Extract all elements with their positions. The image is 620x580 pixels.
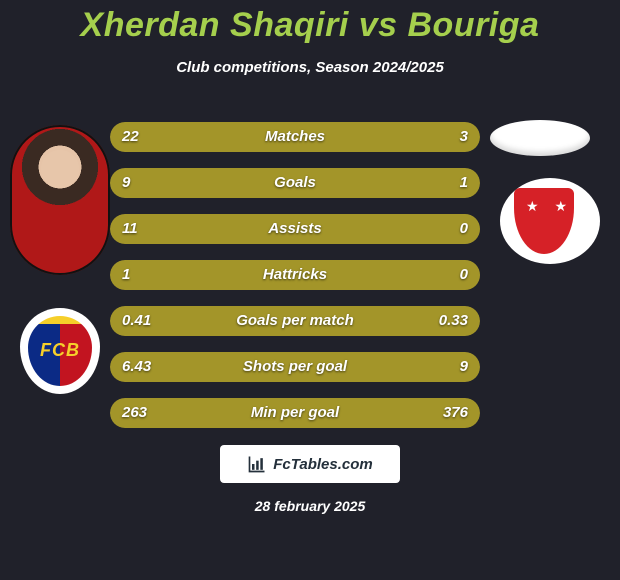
stat-value-right: 9 bbox=[460, 352, 468, 382]
stat-value-right: 376 bbox=[443, 398, 468, 428]
chart-icon bbox=[247, 454, 267, 474]
stat-row: 22Matches3 bbox=[110, 122, 480, 152]
stats-container: 22Matches39Goals111Assists01Hattricks00.… bbox=[110, 122, 480, 444]
stat-row: 11Assists0 bbox=[110, 214, 480, 244]
footer-brand-badge[interactable]: FcTables.com bbox=[220, 445, 400, 483]
stat-value-right: 0.33 bbox=[439, 306, 468, 336]
stat-value-right: 1 bbox=[460, 168, 468, 198]
subtitle: Club competitions, Season 2024/2025 bbox=[0, 59, 620, 76]
stat-row: 0.41Goals per match0.33 bbox=[110, 306, 480, 336]
stat-value-right: 0 bbox=[460, 214, 468, 244]
stat-row: 9Goals1 bbox=[110, 168, 480, 198]
page-title: Xherdan Shaqiri vs Bouriga bbox=[0, 0, 620, 45]
stat-row: 6.43Shots per goal9 bbox=[110, 352, 480, 382]
stat-label: Assists bbox=[110, 214, 480, 244]
player-right-marker bbox=[490, 120, 590, 156]
stat-label: Hattricks bbox=[110, 260, 480, 290]
stat-row: 263Min per goal376 bbox=[110, 398, 480, 428]
club-left-crest bbox=[20, 308, 100, 394]
stat-row: 1Hattricks0 bbox=[110, 260, 480, 290]
stat-label: Goals per match bbox=[110, 306, 480, 336]
date-text: 28 february 2025 bbox=[0, 498, 620, 514]
stat-value-right: 3 bbox=[460, 122, 468, 152]
club-right-crest bbox=[500, 178, 600, 264]
stat-value-right: 0 bbox=[460, 260, 468, 290]
stat-label: Shots per goal bbox=[110, 352, 480, 382]
stat-label: Goals bbox=[110, 168, 480, 198]
stat-label: Min per goal bbox=[110, 398, 480, 428]
footer-brand-text: FcTables.com bbox=[273, 456, 372, 473]
stat-label: Matches bbox=[110, 122, 480, 152]
player-left-avatar bbox=[10, 125, 110, 275]
